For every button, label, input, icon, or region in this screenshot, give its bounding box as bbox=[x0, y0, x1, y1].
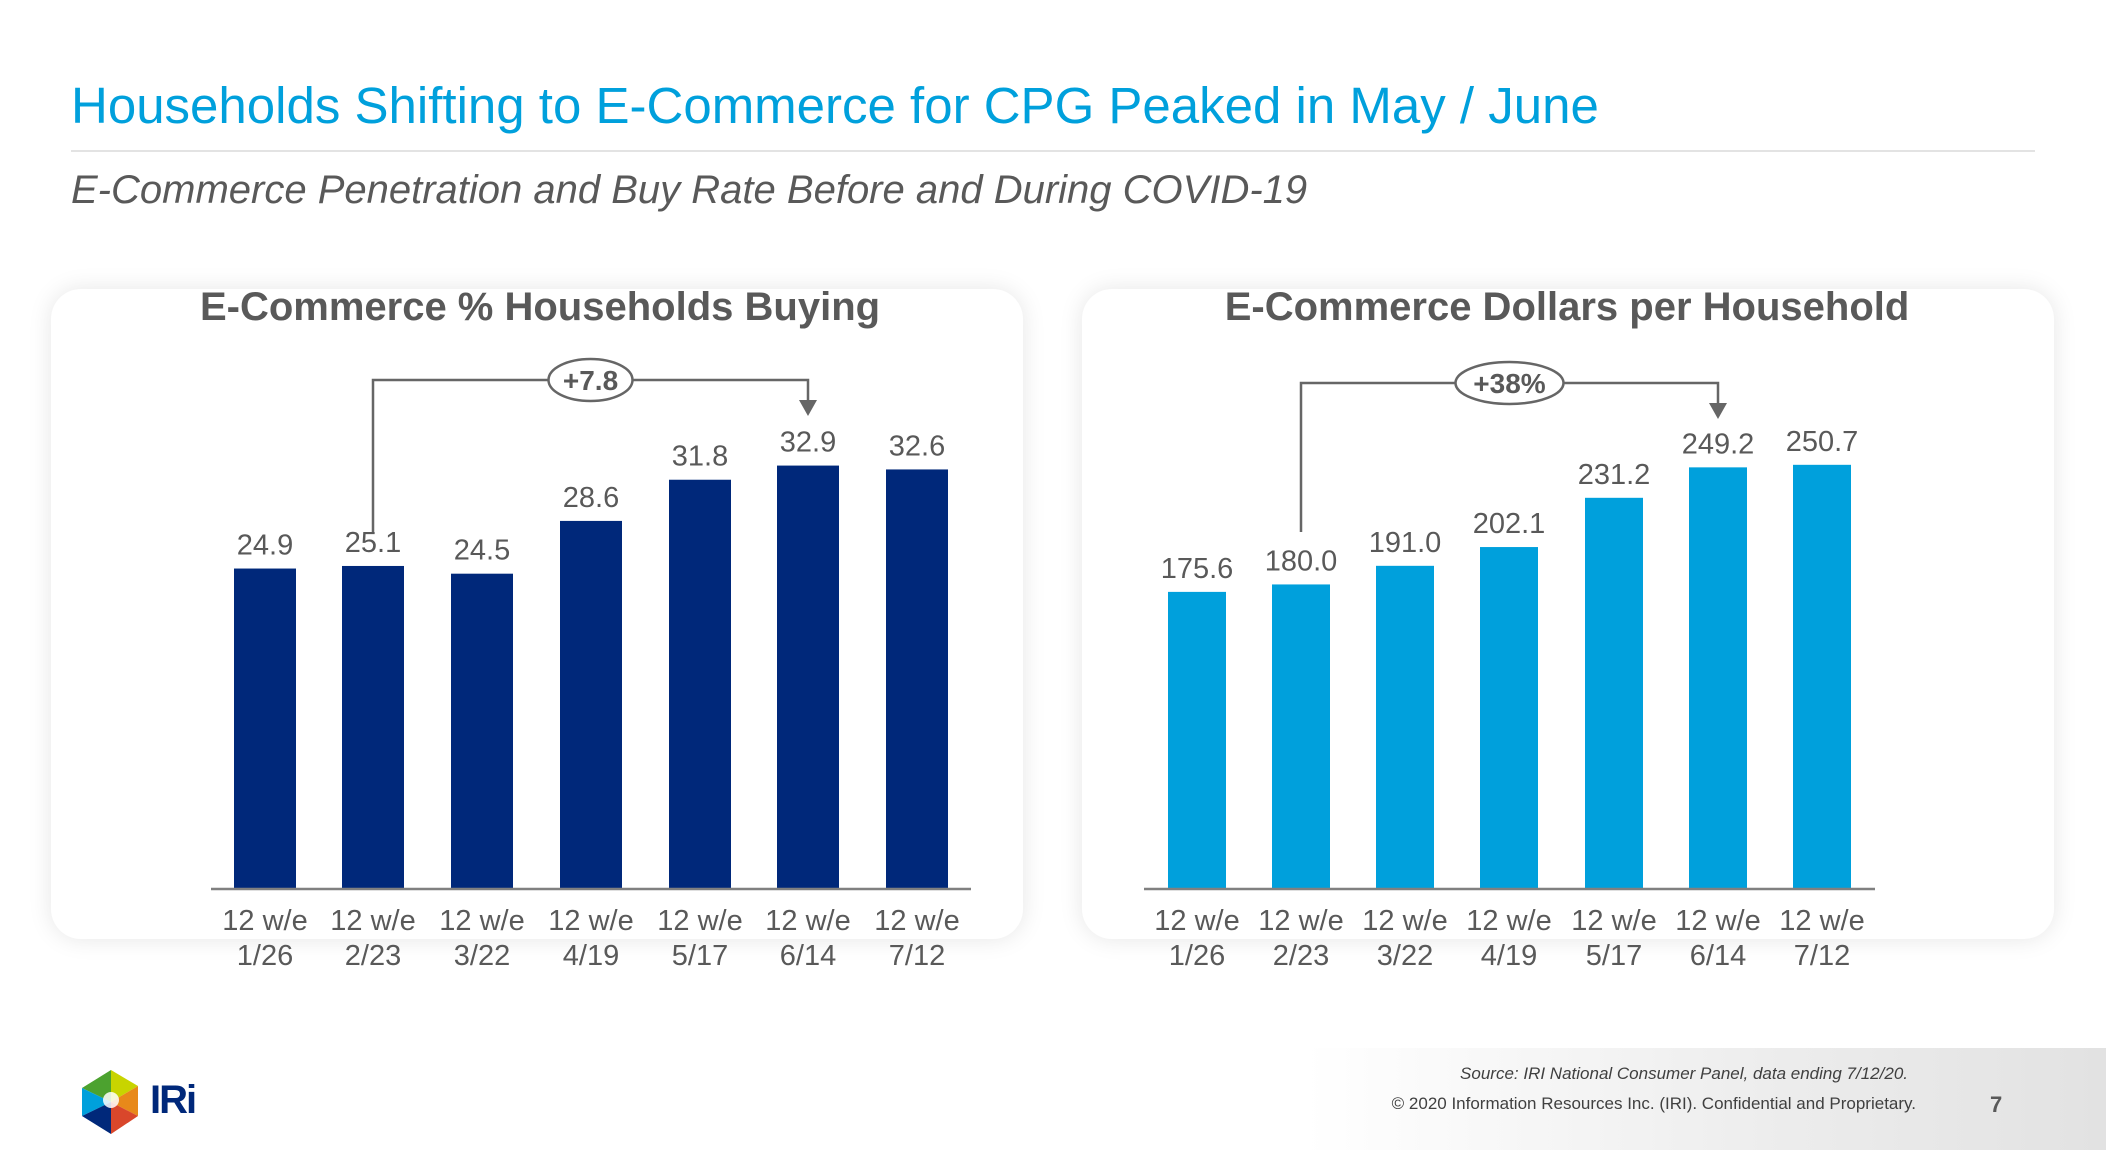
title-divider bbox=[71, 150, 2035, 152]
bar-2-23 bbox=[342, 565, 404, 889]
data-label: 191.0 bbox=[1369, 527, 1442, 559]
x-tick-label: 12 w/e bbox=[1362, 905, 1447, 937]
data-label: 25.1 bbox=[345, 527, 401, 559]
chart-card-dollars bbox=[1082, 289, 2054, 939]
bar-7-12 bbox=[886, 469, 948, 889]
bar-7-12 bbox=[1793, 464, 1851, 889]
footer-band bbox=[0, 1048, 2106, 1150]
data-label: 32.9 bbox=[780, 427, 836, 459]
logo-text: IRi bbox=[150, 1078, 197, 1122]
page-title: Households Shifting to E-Commerce for CP… bbox=[71, 77, 1599, 134]
iri-logo-icon bbox=[80, 1070, 142, 1139]
x-tick-label: 12 w/e bbox=[657, 905, 742, 937]
x-tick-label: 4/19 bbox=[1481, 940, 1537, 972]
x-tick-label: 12 w/e bbox=[1675, 905, 1760, 937]
x-tick-label: 12 w/e bbox=[222, 905, 307, 937]
x-tick-label: 5/17 bbox=[672, 940, 728, 972]
data-label: 180.0 bbox=[1265, 545, 1338, 577]
x-tick-label: 12 w/e bbox=[765, 905, 850, 937]
x-tick-label: 4/19 bbox=[563, 940, 619, 972]
x-tick-label: 6/14 bbox=[780, 940, 836, 972]
chart-title: E-Commerce % Households Buying bbox=[200, 285, 880, 329]
x-tick-label: 3/22 bbox=[1377, 940, 1433, 972]
bar-5-17 bbox=[1585, 497, 1643, 889]
x-tick-label: 12 w/e bbox=[439, 905, 524, 937]
bar-6-14 bbox=[777, 465, 839, 889]
x-tick-label: 12 w/e bbox=[1779, 905, 1864, 937]
change-label: +7.8 bbox=[563, 365, 618, 396]
data-label: 202.1 bbox=[1473, 508, 1546, 540]
page-subtitle: E-Commerce Penetration and Buy Rate Befo… bbox=[71, 168, 1308, 212]
data-label: 175.6 bbox=[1161, 553, 1234, 585]
data-label: 231.2 bbox=[1578, 459, 1651, 491]
bar-2-23 bbox=[1272, 584, 1330, 889]
bar-4-19 bbox=[1480, 547, 1538, 889]
x-tick-label: 1/26 bbox=[1169, 940, 1225, 972]
data-label: 28.6 bbox=[563, 482, 619, 514]
change-badge bbox=[547, 357, 634, 403]
change-badge bbox=[1454, 360, 1565, 406]
bar-1-26 bbox=[234, 568, 296, 889]
bar-5-17 bbox=[669, 479, 731, 889]
chart-card-households bbox=[51, 289, 1023, 939]
data-label: 31.8 bbox=[672, 441, 728, 473]
chart-title: E-Commerce Dollars per Household bbox=[1225, 285, 1910, 329]
x-tick-label: 5/17 bbox=[1586, 940, 1642, 972]
x-tick-label: 2/23 bbox=[1273, 940, 1329, 972]
arrow-down-icon bbox=[799, 400, 817, 416]
x-tick-label: 2/23 bbox=[345, 940, 401, 972]
x-tick-label: 7/12 bbox=[889, 940, 945, 972]
bar-4-19 bbox=[560, 520, 622, 889]
x-tick-label: 6/14 bbox=[1690, 940, 1746, 972]
page-number: 7 bbox=[1990, 1092, 2003, 1117]
source-note: Source: IRI National Consumer Panel, dat… bbox=[1460, 1064, 1908, 1083]
copyright-note: © 2020 Information Resources Inc. (IRI).… bbox=[1391, 1094, 1916, 1113]
x-tick-label: 12 w/e bbox=[1571, 905, 1656, 937]
x-tick-label: 7/12 bbox=[1794, 940, 1850, 972]
bar-3-22 bbox=[451, 573, 513, 889]
x-tick-label: 12 w/e bbox=[1466, 905, 1551, 937]
x-tick-label: 12 w/e bbox=[330, 905, 415, 937]
x-tick-label: 12 w/e bbox=[1154, 905, 1239, 937]
data-label: 32.6 bbox=[889, 430, 945, 462]
x-tick-label: 12 w/e bbox=[1258, 905, 1343, 937]
x-tick-label: 12 w/e bbox=[874, 905, 959, 937]
data-label: 250.7 bbox=[1786, 426, 1859, 458]
data-label: 24.9 bbox=[237, 530, 293, 562]
change-label: +38% bbox=[1473, 368, 1545, 399]
data-label: 24.5 bbox=[454, 535, 510, 567]
bar-3-22 bbox=[1376, 565, 1434, 889]
x-tick-label: 12 w/e bbox=[548, 905, 633, 937]
x-tick-label: 1/26 bbox=[237, 940, 293, 972]
bar-6-14 bbox=[1689, 467, 1747, 889]
x-tick-label: 3/22 bbox=[454, 940, 510, 972]
bar-1-26 bbox=[1168, 591, 1226, 889]
data-label: 249.2 bbox=[1682, 428, 1755, 460]
arrow-down-icon bbox=[1709, 403, 1727, 419]
